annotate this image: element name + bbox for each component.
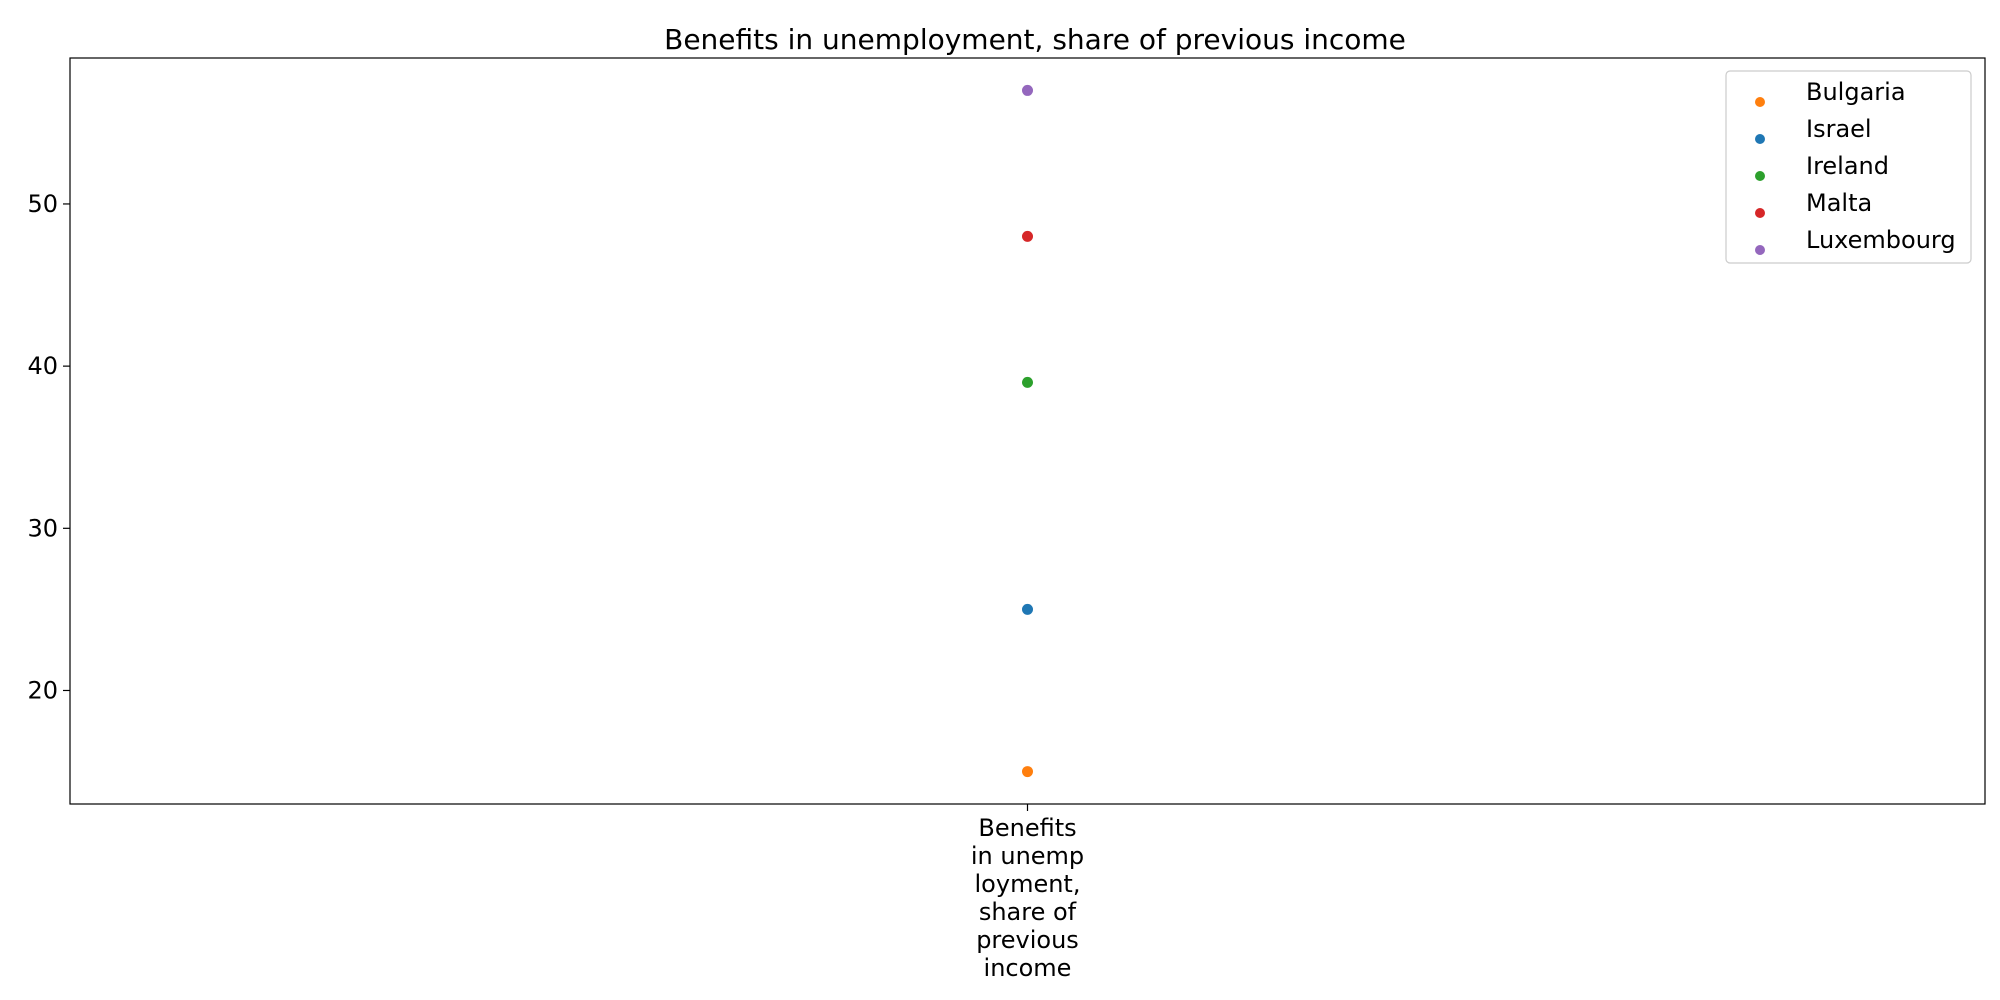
x-tick-label-line: loyment, bbox=[975, 870, 1081, 898]
chart-title: Benefits in unemployment, share of previ… bbox=[664, 23, 1406, 56]
legend-items: Bulgaria Israel Ireland Malta Luxembourg bbox=[1755, 78, 1956, 255]
legend-marker-israel bbox=[1755, 134, 1765, 144]
y-tick-label: 40 bbox=[27, 352, 58, 380]
plot-area bbox=[69, 57, 1986, 805]
point-israel bbox=[1022, 603, 1033, 615]
legend-marker-bulgaria bbox=[1755, 97, 1765, 107]
legend-label-ireland: Ireland bbox=[1806, 152, 1889, 180]
x-axis: Benefits in unemp loyment, share of previous… bbox=[971, 804, 1084, 982]
legend-box bbox=[1725, 70, 1972, 264]
x-tick-label-line: in unemp bbox=[971, 842, 1084, 870]
legend: Bulgaria Israel Ireland Malta Luxembourg bbox=[1725, 70, 1972, 264]
point-bulgaria bbox=[1022, 766, 1033, 778]
y-axis: 20 30 40 50 bbox=[27, 190, 70, 704]
x-tick-label-line: Benefits bbox=[978, 814, 1076, 842]
legend-label-malta: Malta bbox=[1806, 189, 1872, 217]
legend-label-bulgaria: Bulgaria bbox=[1806, 78, 1906, 106]
point-malta bbox=[1022, 230, 1033, 242]
legend-label-luxembourg: Luxembourg bbox=[1806, 226, 1956, 254]
point-luxembourg bbox=[1022, 84, 1033, 96]
point-ireland bbox=[1022, 376, 1033, 388]
legend-label-israel: Israel bbox=[1806, 115, 1872, 143]
legend-marker-malta bbox=[1755, 208, 1765, 218]
y-tick-label: 50 bbox=[27, 190, 58, 218]
legend-marker-luxembourg bbox=[1755, 245, 1765, 255]
data-points bbox=[1022, 84, 1033, 778]
y-tick-label: 20 bbox=[27, 676, 58, 704]
x-tick-label-line: previous bbox=[976, 926, 1079, 954]
x-tick-label-line: share of bbox=[979, 898, 1077, 926]
y-tick-label: 30 bbox=[27, 514, 58, 542]
legend-marker-ireland bbox=[1755, 171, 1765, 181]
x-tick-label: Benefits in unemp loyment, share of previous… bbox=[971, 814, 1084, 982]
x-tick-label-line: income bbox=[984, 954, 1072, 982]
